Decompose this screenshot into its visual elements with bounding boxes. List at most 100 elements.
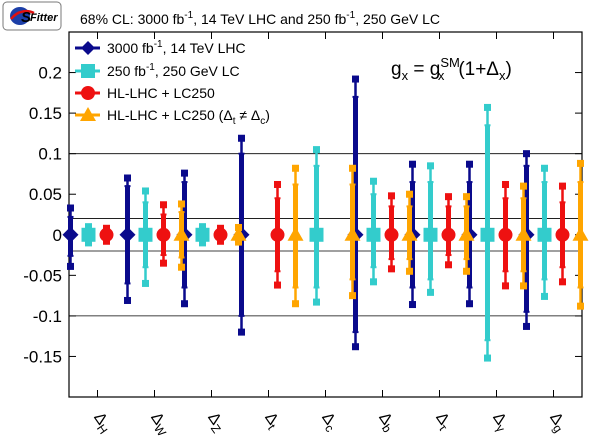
error-cap: [541, 164, 548, 172]
logo-s-letter: S: [21, 9, 31, 26]
error-cap: [445, 193, 452, 201]
error-cap: [292, 300, 299, 308]
square-marker: [423, 227, 438, 242]
triangle-marker: [515, 226, 532, 241]
error-cap: [235, 238, 242, 246]
error-cap: [313, 146, 320, 154]
error-cap: [466, 160, 473, 168]
error-cap: [124, 174, 131, 182]
error-cap: [160, 259, 167, 267]
circle-marker: [498, 227, 513, 242]
circle-marker: [156, 227, 171, 242]
error-cap: [466, 300, 473, 308]
legend-diamond-marker: [81, 41, 95, 55]
error-cap: [238, 134, 245, 142]
error-cap: [199, 239, 206, 247]
error-cap: [274, 180, 281, 188]
error-cap: [445, 261, 452, 269]
error-cap: [67, 262, 74, 270]
formula-annotation: gx = gSM x (1+Δx): [391, 55, 512, 83]
x-tick-label: ΔZ: [202, 410, 229, 436]
diamond-marker: [62, 226, 79, 243]
x-tick-label: Δτ: [430, 410, 455, 434]
legend-label-lhc: 3000 fb-1, 14 TeV LHC: [107, 39, 246, 56]
series-1: [81, 103, 552, 362]
x-tick-label: Δc: [316, 410, 342, 435]
diamond-marker: [119, 226, 136, 243]
square-marker: [195, 227, 210, 242]
square-marker: [81, 227, 96, 242]
error-cap: [238, 328, 245, 336]
error-cap: [370, 177, 377, 185]
error-cap: [313, 298, 320, 306]
error-cap: [541, 292, 548, 300]
x-tick-label: Δg: [544, 410, 570, 436]
legend-triangle-marker: [80, 107, 96, 121]
error-cap: [520, 282, 527, 290]
triangle-marker: [173, 226, 190, 241]
error-cap: [142, 187, 149, 195]
series-2: [99, 180, 570, 290]
triangle-marker: [458, 226, 475, 241]
y-tick-label: 0: [53, 226, 62, 245]
error-cap: [484, 354, 491, 362]
legend-square-marker: [81, 64, 95, 78]
sfitter-logo: S Fitter: [2, 1, 62, 31]
legend-entry-lhc: 3000 fb-1, 14 TeV LHC: [75, 39, 246, 56]
error-cap: [427, 162, 434, 170]
y-tick-label: -0.15: [23, 347, 62, 366]
y-tick-label: -0.1: [33, 307, 62, 326]
chart-header: 68% CL: 3000 fb-1, 14 TeV LHC and 250 fb…: [80, 10, 440, 27]
error-cap: [388, 192, 395, 200]
error-cap: [352, 75, 359, 83]
y-tick-label: 0.2: [38, 64, 62, 83]
error-cap: [181, 169, 188, 177]
error-cap: [484, 103, 491, 111]
triangle-marker: [230, 226, 247, 241]
reference-lines: [69, 153, 582, 317]
error-cap: [388, 265, 395, 273]
y-tick-label: 0.1: [38, 145, 62, 164]
error-cap: [67, 204, 74, 212]
legend-label-combined: HL-LHC + LC250: [107, 85, 215, 101]
square-marker: [138, 227, 153, 242]
circle-marker: [441, 227, 456, 242]
x-tick-label: ΔH: [88, 410, 115, 437]
circle-marker: [270, 227, 285, 242]
error-cap: [577, 302, 584, 310]
error-cap: [142, 279, 149, 287]
error-cap: [523, 322, 530, 330]
legend-label-lc: 250 fb-1, 250 GeV LC: [107, 62, 240, 79]
triangle-marker: [344, 226, 361, 241]
triangle-marker: [572, 226, 589, 241]
error-cap: [85, 223, 92, 231]
error-cap: [370, 278, 377, 286]
x-tick-label: ΔW: [145, 410, 174, 440]
error-cap: [181, 300, 188, 308]
square-marker: [480, 227, 495, 242]
error-cap: [502, 282, 509, 290]
error-cap: [559, 278, 566, 286]
y-tick-label: 0.15: [29, 104, 62, 123]
error-cap: [349, 292, 356, 300]
error-cap: [463, 267, 470, 275]
error-cap: [406, 190, 413, 198]
error-cap: [178, 263, 185, 271]
square-marker: [537, 227, 552, 242]
y-tick-label: 0.05: [29, 185, 62, 204]
error-cap: [427, 288, 434, 296]
error-cap: [409, 160, 416, 168]
error-cap: [178, 200, 185, 208]
error-cap: [160, 201, 167, 209]
error-cap: [199, 223, 206, 231]
legend-circle-marker: [81, 86, 95, 100]
error-cap: [124, 296, 131, 304]
logo-swoosh-icon: [10, 9, 35, 20]
circle-marker: [384, 227, 399, 242]
error-cap: [406, 267, 413, 275]
error-cap: [520, 182, 527, 190]
x-label-sub: t: [265, 422, 279, 433]
error-cap: [349, 164, 356, 172]
error-cap: [274, 281, 281, 289]
